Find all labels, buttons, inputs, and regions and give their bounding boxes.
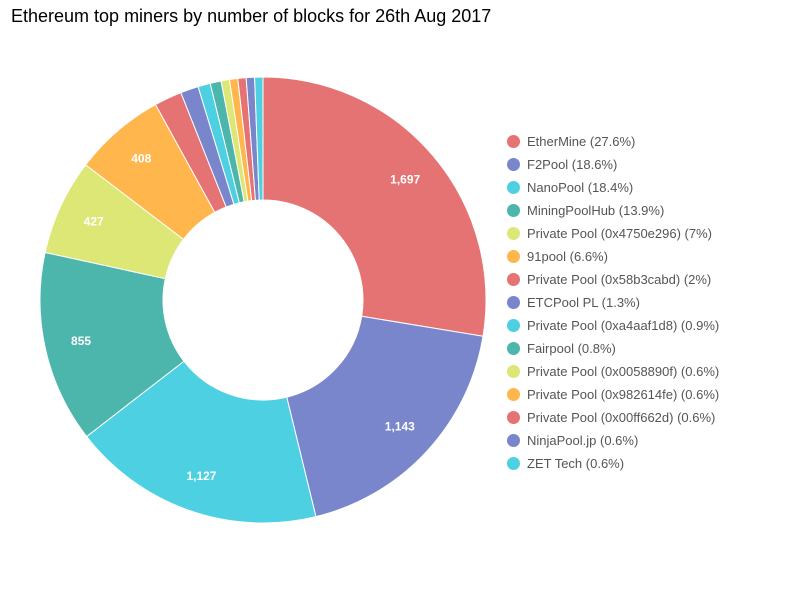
legend-item[interactable]: Private Pool (0x982614fe) (0.6%): [507, 383, 719, 406]
legend-item[interactable]: NinjaPool.jp (0.6%): [507, 429, 719, 452]
slice-value-label: 408: [131, 152, 151, 166]
donut-slice[interactable]: [262, 76, 487, 337]
legend-label: Private Pool (0x0058890f) (0.6%): [527, 364, 720, 379]
legend-label: Private Pool (0xa4aaf1d8) (0.9%): [527, 318, 720, 333]
chart-title: Ethereum top miners by number of blocks …: [11, 6, 492, 26]
slice-value-labels: 1,697 1,143 1,127 855 427 408: [71, 152, 420, 483]
legend-swatch-icon: [507, 273, 520, 286]
legend-label: F2Pool (18.6%): [527, 157, 618, 172]
donut-slices: [39, 76, 487, 524]
legend-swatch-icon: [507, 319, 520, 332]
legend-swatch-icon: [507, 365, 520, 378]
legend-label: NanoPool (18.4%): [527, 180, 634, 195]
legend-label: Fairpool (0.8%): [527, 341, 616, 356]
legend-item[interactable]: Private Pool (0x4750e296) (7%): [507, 222, 719, 245]
donut-slice[interactable]: [254, 76, 264, 201]
legend-label: MiningPoolHub (13.9%): [527, 203, 665, 218]
legend-item[interactable]: Private Pool (0x00ff662d) (0.6%): [507, 406, 719, 429]
legend-label: NinjaPool.jp (0.6%): [527, 433, 639, 448]
legend-item[interactable]: ZET Tech (0.6%): [507, 452, 719, 475]
legend-swatch-icon: [507, 227, 520, 240]
legend-swatch-icon: [507, 342, 520, 355]
legend-swatch-icon: [507, 158, 520, 171]
legend-swatch-icon: [507, 135, 520, 148]
legend-label: Private Pool (0x982614fe) (0.6%): [527, 387, 720, 402]
legend-swatch-icon: [507, 181, 520, 194]
legend-item[interactable]: MiningPoolHub (13.9%): [507, 199, 719, 222]
legend-swatch-icon: [507, 457, 520, 470]
slice-value-label: 855: [71, 334, 91, 348]
legend-swatch-icon: [507, 411, 520, 424]
legend-swatch-icon: [507, 250, 520, 263]
legend-label: Private Pool (0x58b3cabd) (2%): [527, 272, 712, 287]
chart-legend: EtherMine (27.6%) F2Pool (18.6%) NanoPool …: [507, 130, 719, 475]
donut-slice[interactable]: [39, 251, 185, 438]
legend-item[interactable]: Private Pool (0x58b3cabd) (2%): [507, 268, 719, 291]
legend-label: 91pool (6.6%): [527, 249, 608, 264]
legend-item[interactable]: Private Pool (0xa4aaf1d8) (0.9%): [507, 314, 719, 337]
legend-swatch-icon: [507, 434, 520, 447]
legend-item[interactable]: ETCPool PL (1.3%): [507, 291, 719, 314]
legend-label: ZET Tech (0.6%): [527, 456, 625, 471]
legend-item[interactable]: EtherMine (27.6%): [507, 130, 719, 153]
legend-item[interactable]: F2Pool (18.6%): [507, 153, 719, 176]
legend-item[interactable]: NanoPool (18.4%): [507, 176, 719, 199]
legend-item[interactable]: 91pool (6.6%): [507, 245, 719, 268]
donut-slice[interactable]: [286, 315, 484, 518]
slice-value-label: 1,127: [186, 469, 216, 483]
legend-label: Private Pool (0x00ff662d) (0.6%): [527, 410, 716, 425]
legend-label: ETCPool PL (1.3%): [527, 295, 640, 310]
legend-label: EtherMine (27.6%): [527, 134, 636, 149]
legend-swatch-icon: [507, 204, 520, 217]
legend-item[interactable]: Fairpool (0.8%): [507, 337, 719, 360]
slice-value-label: 1,143: [385, 420, 415, 434]
slice-value-label: 427: [84, 215, 104, 229]
donut-slice[interactable]: [85, 360, 317, 524]
legend-label: Private Pool (0x4750e296) (7%): [527, 226, 712, 241]
legend-swatch-icon: [507, 296, 520, 309]
legend-item[interactable]: Private Pool (0x0058890f) (0.6%): [507, 360, 719, 383]
slice-value-label: 1,697: [390, 172, 420, 186]
legend-swatch-icon: [507, 388, 520, 401]
